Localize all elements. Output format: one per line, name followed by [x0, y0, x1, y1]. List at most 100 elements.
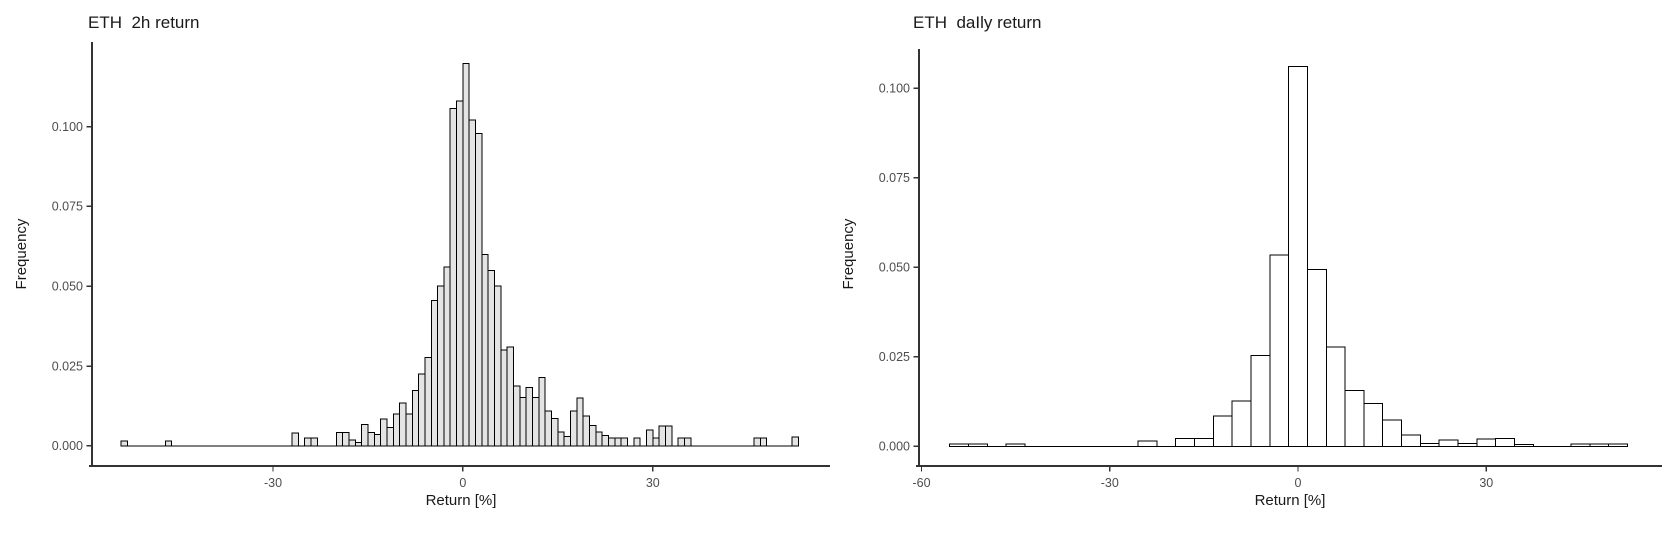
histogram-bar [620, 437, 628, 447]
histogram-bar [1288, 66, 1308, 447]
histogram-bar [791, 436, 799, 447]
histogram-bar [468, 119, 477, 447]
histogram-bar [500, 349, 508, 447]
histogram-bar [513, 385, 521, 447]
histogram-bar [614, 437, 622, 447]
histogram-bar [348, 439, 356, 447]
histogram-bar [658, 425, 666, 447]
histogram-bar [569, 410, 578, 447]
histogram-bar [645, 429, 654, 447]
histogram-bar [557, 431, 565, 447]
histogram-bar [1344, 389, 1365, 447]
histogram-bar [380, 418, 388, 447]
histogram-bar [1495, 437, 1516, 447]
histogram-bar [1476, 438, 1497, 447]
x-tick-label: 0 [1295, 476, 1302, 490]
histogram-bar [576, 397, 584, 447]
x-tick-label: 30 [1479, 476, 1493, 490]
histogram-bar [437, 285, 445, 447]
histogram-bar [443, 266, 451, 447]
histogram-bar [582, 415, 590, 447]
histogram-bar [361, 423, 369, 447]
x-tick-label: 30 [646, 476, 660, 490]
histogram-bar [1570, 443, 1591, 447]
histogram-bar [430, 300, 439, 447]
histogram-bar [753, 437, 761, 447]
histogram-bar [291, 432, 299, 447]
y-tick-label: 0.000 [879, 440, 910, 454]
histogram-bar [373, 434, 382, 447]
histogram-bar [310, 437, 318, 447]
y-tick-label: 0.000 [52, 439, 83, 453]
x-tick-label: -30 [1101, 476, 1119, 490]
y-axis-title-left: Frequency [13, 218, 30, 290]
histogram-bar [949, 443, 970, 447]
histogram-bar [1212, 415, 1233, 447]
histogram-bar [506, 346, 515, 447]
histogram-bar [544, 410, 553, 447]
histogram-bar [607, 437, 616, 447]
histogram-bar [1382, 419, 1403, 447]
histogram-bar [1269, 254, 1290, 447]
y-tick-label: 0.100 [879, 82, 910, 96]
histogram-bar [367, 431, 375, 447]
histogram-bar [1250, 354, 1271, 447]
histogram-bar [1175, 437, 1195, 447]
histogram-bar [601, 435, 609, 447]
histogram-bar [164, 440, 173, 447]
histogram-bar [664, 425, 673, 447]
histogram-bar [405, 413, 413, 447]
histogram-bar [759, 437, 768, 447]
histogram-bar [532, 396, 540, 447]
histogram-bar [551, 418, 559, 447]
histogram-bar [1231, 400, 1252, 447]
histogram-bar [449, 108, 458, 447]
histogram-bar [424, 356, 432, 447]
histogram-bar [588, 424, 597, 447]
histogram-bar [456, 100, 464, 447]
histogram-bar [1005, 443, 1026, 447]
histogram-bar [418, 373, 426, 447]
histogram-bar [683, 437, 692, 447]
histogram-bar [342, 431, 350, 447]
histogram-bar [399, 402, 407, 447]
histogram-bar [1514, 444, 1534, 447]
histogram-bar [494, 285, 502, 447]
histogram-bar [633, 437, 641, 447]
x-axis-title-left: Return [%] [425, 492, 497, 509]
histogram-bar [462, 63, 470, 447]
y-tick-label: 0.025 [879, 350, 910, 364]
histogram-bar [386, 426, 394, 447]
histogram-bar [1457, 442, 1478, 447]
chart-title-eth-2h: ETH 2h return [88, 13, 200, 32]
y-tick-label: 0.025 [52, 359, 83, 373]
histogram-bar [475, 132, 483, 447]
y-tick-label: 0.050 [879, 261, 910, 275]
y-tick-label: 0.050 [52, 280, 83, 294]
y-axis-title-right: Frequency [840, 218, 857, 290]
histogram-bar [538, 377, 546, 447]
y-tick-label: 0.075 [52, 200, 83, 214]
histogram-bar [677, 437, 685, 447]
histogram-bar [1325, 346, 1346, 447]
histogram-eth-daily: 0.000 0.025 0.050 0.075 0.100 -60 -30 0 30 [879, 49, 1662, 490]
histogram-bar [595, 431, 603, 447]
histogram-bar [304, 437, 312, 447]
y-tick-label: 0.100 [52, 120, 83, 134]
histogram-bar [1363, 402, 1384, 447]
histogram-bar [1589, 443, 1610, 447]
histogram-bar [519, 396, 527, 447]
histogram-bar [1137, 440, 1158, 447]
histogram-bar [411, 390, 420, 447]
histogram-bar [652, 437, 660, 447]
chart-title-eth-daily: ETH daIly return [913, 13, 1042, 32]
histogram-eth-2h: 0.000 0.025 0.050 0.075 0.100 -30 0 30 [52, 42, 830, 490]
histogram-bar [525, 386, 534, 447]
histogram-bar [335, 431, 344, 447]
histogram-bar [120, 440, 128, 447]
x-tick-label: -30 [264, 476, 282, 490]
histogram-bar [968, 443, 988, 447]
histogram-bar [1419, 442, 1440, 447]
